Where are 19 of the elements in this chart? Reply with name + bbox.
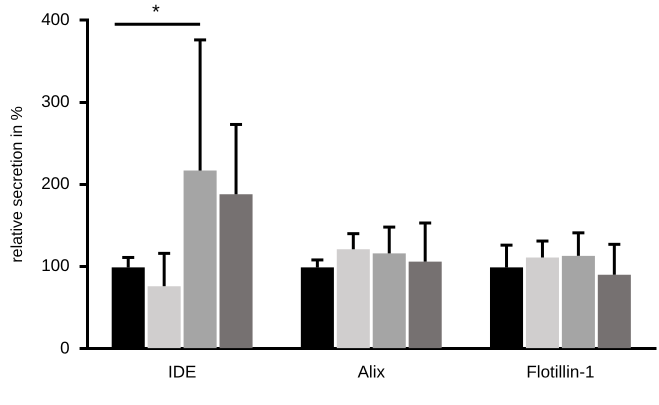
bar <box>562 256 595 348</box>
y-tick-label: 100 <box>41 256 70 276</box>
bar <box>336 249 370 348</box>
y-tick-label: 400 <box>41 10 70 29</box>
bar <box>408 262 442 348</box>
y-tick-label: 0 <box>60 338 70 358</box>
bar <box>526 257 559 348</box>
x-tick-label: IDE <box>168 362 196 382</box>
bar <box>372 253 406 348</box>
y-tick-label: 300 <box>41 92 70 111</box>
y-tick-label: 200 <box>41 174 70 194</box>
bar <box>184 170 217 348</box>
bar <box>220 194 253 348</box>
x-tick-label: Flotillin-1 <box>526 362 594 382</box>
annotation: * <box>152 2 160 24</box>
bar <box>598 274 631 348</box>
bar <box>148 286 181 348</box>
y-axis-title: relative secretion in % <box>9 106 26 263</box>
x-tick-label: Alix <box>358 362 386 382</box>
